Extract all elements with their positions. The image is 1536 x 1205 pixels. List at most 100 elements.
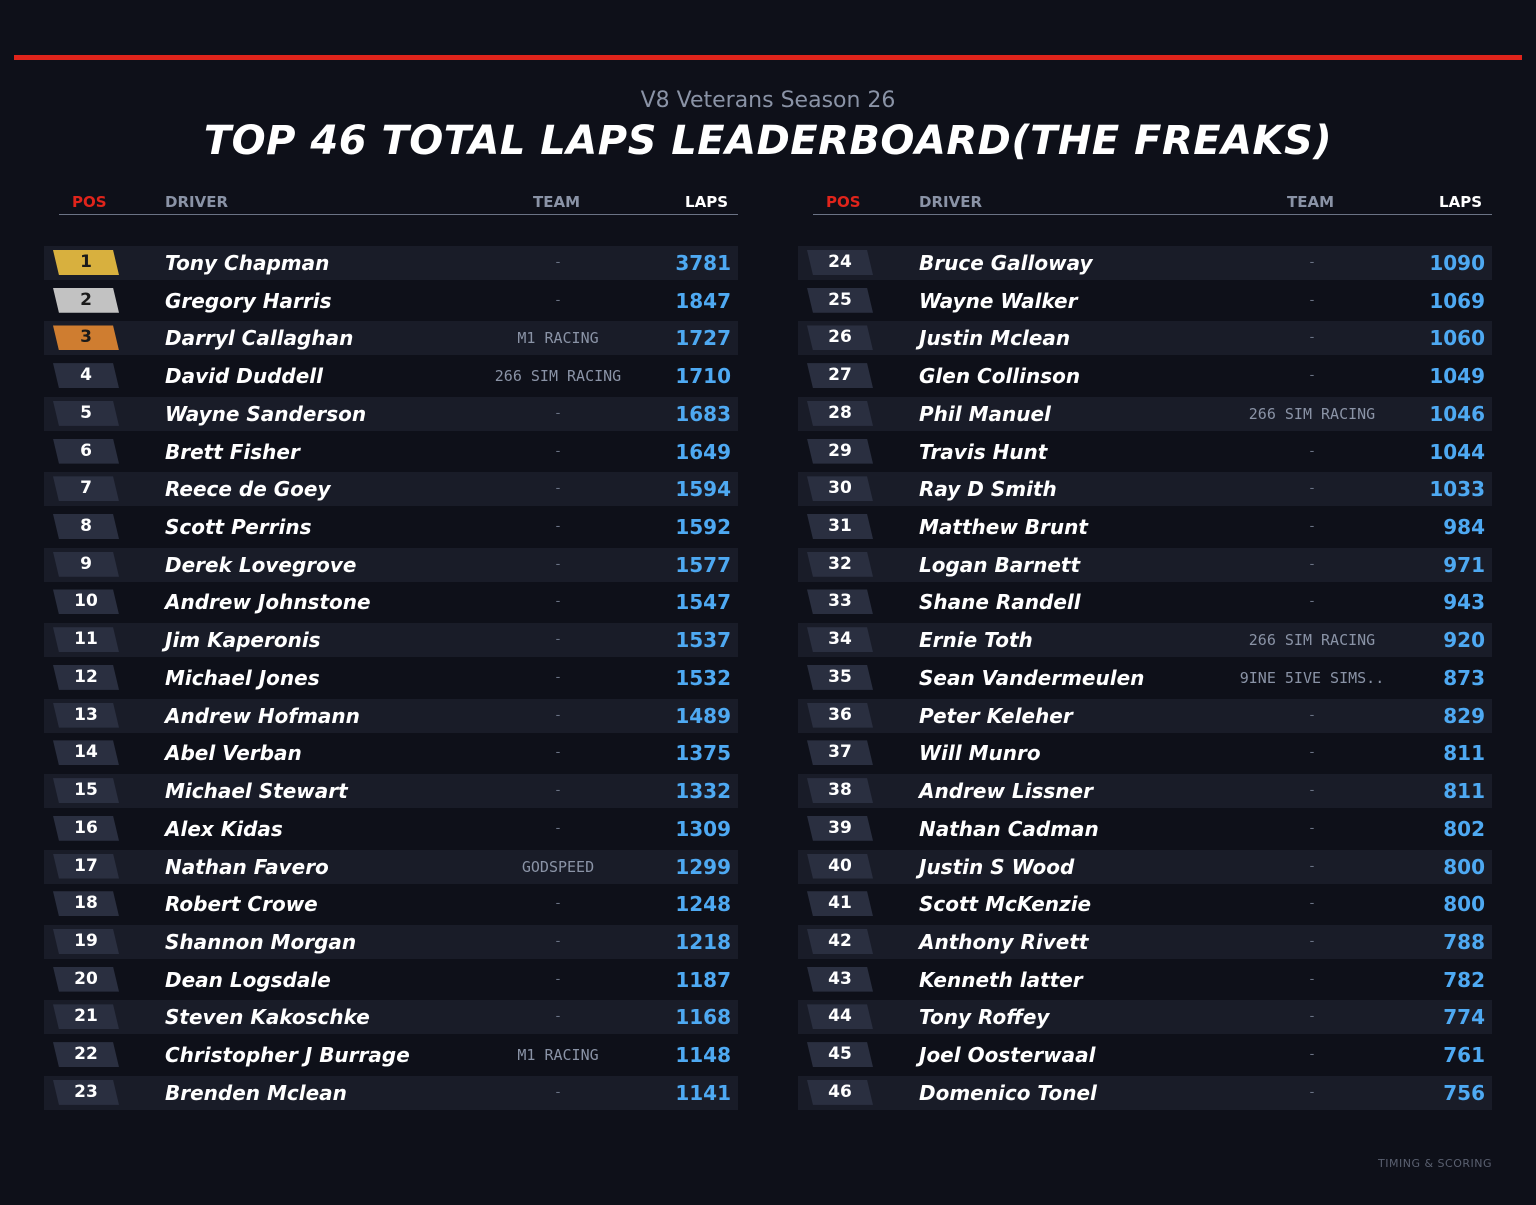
driver-name: Andrew Hofmann bbox=[165, 703, 360, 728]
footer-label: TIMING & SCORING bbox=[1378, 1157, 1492, 1170]
driver-name: Ray D Smith bbox=[919, 477, 1057, 502]
lap-count: 782 bbox=[1443, 967, 1485, 992]
team-name: - bbox=[1309, 481, 1315, 497]
leaderboard-rows-left: 1 Tony Chapman -3781 2 Gregory Harris -1847 3 D… bbox=[44, 246, 738, 1114]
lap-count: 788 bbox=[1443, 929, 1485, 954]
table-row: 22 Christopher J Burrage M1 RACING 1148 bbox=[44, 1038, 738, 1072]
team-name: - bbox=[555, 405, 561, 421]
position-badge: 13 bbox=[53, 702, 119, 728]
lap-count: 1489 bbox=[675, 703, 731, 728]
position-badge: 38 bbox=[807, 778, 873, 804]
lap-count: 1046 bbox=[1429, 401, 1485, 426]
lap-count: 1069 bbox=[1429, 288, 1485, 313]
header-laps: LAPS bbox=[1439, 193, 1482, 211]
lap-count: 1044 bbox=[1429, 439, 1485, 464]
table-row: 4 David Duddell 266 SIM RACING 1710 bbox=[44, 359, 738, 393]
team-name: - bbox=[1309, 707, 1315, 723]
team-name: - bbox=[1309, 745, 1315, 761]
lap-count: 1847 bbox=[675, 288, 731, 313]
position-badge: 45 bbox=[807, 1042, 873, 1068]
position-badge: 35 bbox=[807, 664, 873, 690]
driver-name: Matthew Brunt bbox=[919, 515, 1088, 540]
team-name: - bbox=[1309, 1084, 1315, 1100]
team-name: - bbox=[1309, 443, 1315, 459]
table-row: 44 Tony Roffey - 774 bbox=[798, 1000, 1492, 1035]
position-badge: 20 bbox=[53, 966, 119, 992]
page-title: TOP 46 TOTAL LAPS LEADERBOARD(THE FREAKS… bbox=[203, 118, 1333, 164]
table-row: 14 Abel Verban - 1375 bbox=[44, 736, 738, 770]
driver-name: Andrew Johnstone bbox=[165, 590, 371, 615]
team-name: - bbox=[1309, 783, 1315, 799]
driver-name: Justin S Wood bbox=[919, 854, 1075, 879]
table-row: 17 Nathan Favero GODSPEED 1299 bbox=[44, 849, 738, 884]
lap-count: 1577 bbox=[675, 552, 731, 577]
position-badge: 36 bbox=[807, 702, 873, 728]
position-badge: 17 bbox=[53, 853, 119, 879]
lap-count: 1299 bbox=[675, 854, 731, 879]
table-row: 16 Alex Kidas - 1309 bbox=[44, 812, 738, 846]
lap-count: 920 bbox=[1443, 628, 1485, 653]
position-badge: 12 bbox=[53, 664, 119, 690]
team-name: 266 SIM RACING bbox=[1248, 631, 1376, 650]
team-name: - bbox=[555, 669, 561, 685]
leaderboard-column-right: POS DRIVER TEAM LAPS 24 Bruce Galloway - 10… bbox=[798, 190, 1492, 1110]
position-badge: 37 bbox=[807, 740, 873, 766]
team-name: - bbox=[1309, 368, 1315, 384]
team-name: - bbox=[555, 481, 561, 497]
table-row: 45 Joel Oosterwaal - 761 bbox=[798, 1038, 1492, 1072]
table-row: 37 Will Munro - 811 bbox=[798, 736, 1492, 770]
lap-count: 1537 bbox=[675, 628, 731, 653]
position-badge: 41 bbox=[807, 891, 873, 917]
driver-name: Nathan Cadman bbox=[919, 816, 1099, 841]
position-badge: 1 bbox=[53, 250, 119, 275]
header-driver: DRIVER bbox=[165, 193, 228, 211]
table-row: 39 Nathan Cadman - 802 bbox=[798, 812, 1492, 846]
table-row: 5 Wayne Sanderson - 1683 bbox=[44, 396, 738, 431]
header-pos: POS bbox=[826, 193, 861, 211]
team-name: 266 SIM RACING bbox=[494, 367, 622, 386]
table-row: 30 Ray D Smith - 1033 bbox=[798, 472, 1492, 507]
driver-name: Sean Vandermeulen bbox=[919, 665, 1145, 690]
table-row: 28 Phil Manuel 266 SIM RACING 1046 bbox=[798, 396, 1492, 431]
team-name: - bbox=[1309, 896, 1315, 912]
team-name: - bbox=[555, 594, 561, 610]
driver-name: Andrew Lissner bbox=[919, 779, 1093, 804]
driver-name: Wayne Sanderson bbox=[165, 401, 367, 426]
lap-count: 1727 bbox=[675, 326, 731, 351]
header-pos: POS bbox=[72, 193, 107, 211]
table-row: 31 Matthew Brunt - 984 bbox=[798, 510, 1492, 544]
driver-name: Will Munro bbox=[919, 741, 1041, 766]
lap-count: 811 bbox=[1443, 779, 1485, 804]
team-name: - bbox=[555, 820, 561, 836]
team-name: - bbox=[555, 292, 561, 308]
lap-count: 1141 bbox=[675, 1080, 731, 1105]
table-row: 29 Travis Hunt - 1044 bbox=[798, 435, 1492, 469]
table-row: 23 Brenden Mclean - 1141 bbox=[44, 1075, 738, 1110]
team-name: - bbox=[555, 443, 561, 459]
driver-name: Shane Randell bbox=[919, 590, 1081, 615]
team-name: 9INE 5IVE SIMS.. bbox=[1239, 668, 1385, 687]
table-row: 3 Darryl Callaghan M1 RACING 1727 bbox=[44, 321, 738, 356]
driver-name: Gregory Harris bbox=[165, 288, 332, 313]
position-badge: 43 bbox=[807, 966, 873, 992]
driver-name: Domenico Tonel bbox=[919, 1080, 1097, 1105]
lap-count: 1547 bbox=[675, 590, 731, 615]
table-row: 36 Peter Keleher - 829 bbox=[798, 698, 1492, 733]
position-badge: 26 bbox=[807, 325, 873, 351]
driver-name: Kenneth latter bbox=[919, 967, 1083, 992]
driver-name: Reece de Goey bbox=[165, 477, 331, 502]
table-row: 18 Robert Crowe - 1248 bbox=[44, 887, 738, 921]
driver-name: Peter Keleher bbox=[919, 703, 1073, 728]
driver-name: Bruce Galloway bbox=[919, 251, 1093, 275]
position-badge: 7 bbox=[53, 476, 119, 502]
team-name: 266 SIM RACING bbox=[1248, 404, 1376, 423]
team-name: M1 RACING bbox=[517, 329, 599, 348]
table-row: 34 Ernie Toth 266 SIM RACING 920 bbox=[798, 623, 1492, 658]
lap-count: 761 bbox=[1443, 1043, 1485, 1068]
table-row: 11 Jim Kaperonis - 1537 bbox=[44, 623, 738, 658]
team-name: - bbox=[1309, 519, 1315, 535]
driver-name: Brett Fisher bbox=[165, 439, 300, 464]
driver-name: Christopher J Burrage bbox=[165, 1043, 410, 1068]
position-badge: 4 bbox=[53, 363, 119, 389]
table-row: 7 Reece de Goey - 1594 bbox=[44, 472, 738, 507]
